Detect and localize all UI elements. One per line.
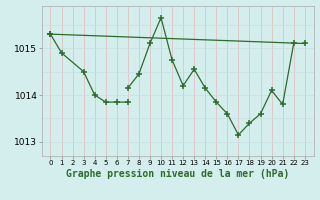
X-axis label: Graphe pression niveau de la mer (hPa): Graphe pression niveau de la mer (hPa) — [66, 169, 289, 179]
